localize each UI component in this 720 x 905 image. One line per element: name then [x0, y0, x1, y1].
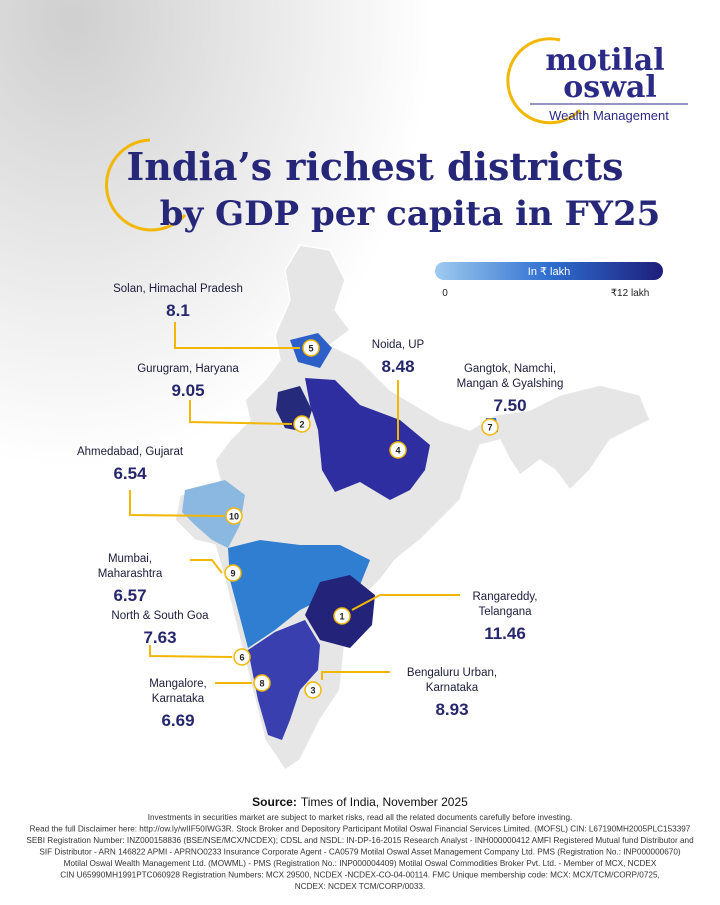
district-value: 9.05 [171, 381, 204, 400]
district-name: Mangan & Gyalshing [457, 378, 564, 390]
rank-number: 7 [487, 423, 492, 433]
district: Bengaluru Urban, Karnataka 8.93 3 [304, 667, 497, 719]
disclaimer-line: Read the full Disclaimer here: http://ow… [30, 825, 691, 834]
district-name: Noida, UP [372, 339, 425, 351]
district-name: Ahmedabad, Gujarat [77, 446, 184, 458]
district-name: Gangtok, Namchi, [464, 363, 556, 375]
district-name: Mangalore, [149, 678, 207, 690]
leader-line [351, 594, 460, 611]
district: Gangtok, Namchi, Mangan & Gyalshing 7.507 [457, 363, 564, 436]
region-maharashtra [228, 540, 370, 648]
rank-marker [389, 441, 407, 459]
region-up [305, 378, 430, 500]
rank-marker [333, 607, 351, 625]
source-label: Source: [252, 795, 297, 809]
leader-line [190, 559, 223, 574]
rank-number: 2 [299, 420, 304, 430]
district-value: 6.69 [161, 711, 194, 730]
district-value: 8.93 [435, 700, 468, 719]
rank-number: 3 [310, 686, 315, 696]
rank-marker [304, 681, 322, 699]
district-name: Mumbai, [108, 553, 152, 565]
title-arc [105, 138, 187, 232]
disclaimer-line: NCDEX: NCDEX TCM/CORP/0033. [295, 882, 425, 891]
disclaimer-line: SEBI Registration Number: INZ000158836 (… [26, 836, 694, 845]
rank-marker [253, 674, 271, 692]
source: Source: Times of India, November 2025 [252, 795, 468, 809]
rank-marker [224, 564, 242, 582]
rank-number: 10 [229, 512, 239, 522]
district-name: Bengaluru Urban, [407, 667, 497, 679]
legend-bar [435, 262, 663, 280]
rank-marker [293, 415, 311, 433]
district-name: Telangana [478, 606, 532, 618]
district: Rangareddy, Telangana 11.46 1 [333, 591, 538, 643]
brand-tagline: Wealth Management [549, 108, 669, 123]
rank-number: 6 [239, 653, 244, 663]
legend-max: ₹12 lakh [611, 288, 650, 299]
region-gujarat [182, 480, 245, 548]
legend-label: In ₹ lakh [528, 266, 570, 278]
district-value: 11.46 [484, 624, 526, 643]
rank-marker [225, 507, 243, 525]
brand-line2: oswal [563, 70, 657, 105]
rank-number: 8 [259, 679, 264, 689]
leader-line [189, 400, 293, 425]
logo-arc [506, 37, 582, 125]
disclaimer-line: SIF Distributor - ARN 146822 APMI - APRN… [39, 848, 680, 857]
brand-line1: motilal [545, 43, 664, 78]
rank-number: 9 [230, 569, 235, 579]
district-value: 7.50 [493, 396, 526, 415]
leader-line [129, 490, 225, 517]
district: Mumbai, Maharashtra 6.57 9 [98, 553, 242, 605]
source-text: Times of India, November 2025 [301, 795, 468, 809]
districts: Solan, Himachal Pradesh 8.1 5 Gurugram, Har… [77, 283, 563, 730]
district-value: 7.63 [143, 628, 176, 647]
rank-marker [233, 648, 251, 666]
title-line1: India’s richest districts [127, 144, 624, 189]
disclaimer: Investments in securities market are sub… [26, 813, 694, 891]
district-name: Solan, Himachal Pradesh [113, 283, 243, 295]
district: Mangalore, Karnataka 6.69 8 [149, 674, 271, 730]
rank-marker [302, 339, 320, 357]
district-name: Karnataka [426, 682, 479, 694]
district-value: 6.54 [113, 464, 147, 483]
district: Noida, UP 8.48 4 [372, 339, 425, 459]
disclaimer-line: Motilal Oswal Wealth Management Ltd. (MO… [64, 859, 657, 868]
title-line2: by GDP per capita in FY25 [160, 194, 661, 234]
rank-number: 5 [308, 344, 313, 354]
rank-number: 1 [339, 612, 344, 622]
rank-number: 4 [395, 446, 400, 456]
district: Ahmedabad, Gujarat 6.54 10 [77, 446, 243, 525]
district-value: 8.48 [381, 357, 414, 376]
district: North & South Goa 7.63 6 [111, 610, 251, 666]
leader-line [149, 645, 233, 658]
disclaimer-line: CIN U65990MH1991PTC060928 Registration N… [60, 871, 660, 880]
district-value: 8.1 [166, 301, 190, 320]
leader-line [321, 671, 390, 680]
disclaimer-line: Investments in securities market are sub… [148, 813, 573, 822]
leader-line [174, 322, 300, 349]
district-name: North & South Goa [111, 610, 209, 622]
district-name: Karnataka [152, 693, 205, 705]
district-name: Maharashtra [98, 568, 163, 580]
district-name: Gurugram, Haryana [137, 363, 239, 375]
region-karnataka [248, 620, 320, 740]
district: Solan, Himachal Pradesh 8.1 5 [113, 283, 320, 357]
district: Gurugram, Haryana 9.05 2 [137, 363, 311, 433]
district-value: 6.57 [113, 586, 146, 605]
legend-min: 0 [442, 288, 448, 299]
district-name: Rangareddy, [473, 591, 538, 603]
rank-marker [481, 418, 499, 436]
